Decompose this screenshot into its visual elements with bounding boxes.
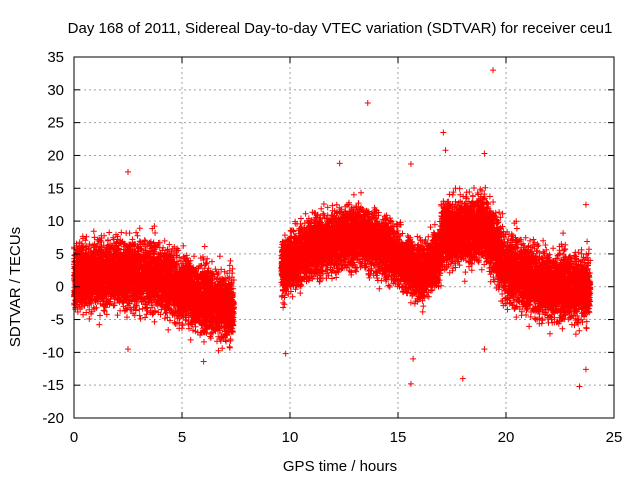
outlier-point: [125, 346, 131, 353]
outlier-point: [336, 160, 343, 167]
axis-ticks: 0 5 10 15 20 25 -20 -15 -10 -5 0 5 10 15 20 25 30 35: [42, 49, 622, 446]
outlier-point: [582, 201, 589, 208]
x-tick-label: 0: [70, 429, 78, 446]
outlier-point: [481, 346, 488, 353]
y-tick-label: 25: [47, 115, 64, 132]
outlier-point: [410, 355, 417, 362]
x-tick-label: 10: [282, 429, 299, 446]
y-tick-label: 20: [47, 147, 64, 164]
outlier-point: [576, 383, 583, 390]
outlier-point: [442, 147, 449, 154]
data-points: [71, 67, 594, 390]
data-point-cloud: [71, 184, 594, 354]
outlier-point: [490, 67, 497, 74]
y-tick-label: -10: [42, 344, 64, 361]
outlier-point: [440, 129, 447, 136]
outlier-point: [407, 380, 414, 387]
y-tick-label: 10: [47, 213, 64, 230]
outlier-point: [407, 160, 414, 167]
y-tick-label: -5: [51, 312, 64, 329]
y-axis-label: SDTVAR / TECUs: [7, 227, 24, 347]
plot-frame: [73, 56, 615, 419]
outlier-point: [282, 350, 289, 357]
y-tick-label: 0: [56, 279, 64, 296]
y-tick-label: -15: [42, 377, 64, 394]
y-tick-label: 30: [47, 82, 64, 99]
x-tick-label: 15: [390, 429, 407, 446]
outlier-point: [481, 150, 488, 157]
outlier-point: [364, 99, 371, 106]
x-tick-label: 20: [498, 429, 515, 446]
x-axis-label: GPS time / hours: [283, 458, 397, 475]
grid-lines: [74, 57, 614, 418]
outlier-point: [200, 358, 207, 365]
y-tick-label: 35: [47, 49, 64, 66]
x-tick-label: 5: [178, 429, 186, 446]
chart-title: Day 168 of 2011, Sidereal Day-to-day VTE…: [68, 20, 613, 37]
outlier-point: [582, 366, 589, 373]
y-tick-label: 5: [56, 246, 64, 263]
outlier-point: [125, 168, 131, 175]
outlier-point: [459, 375, 466, 382]
y-tick-label: 15: [47, 180, 64, 197]
y-tick-label: -20: [42, 410, 64, 427]
x-tick-label: 25: [606, 429, 623, 446]
